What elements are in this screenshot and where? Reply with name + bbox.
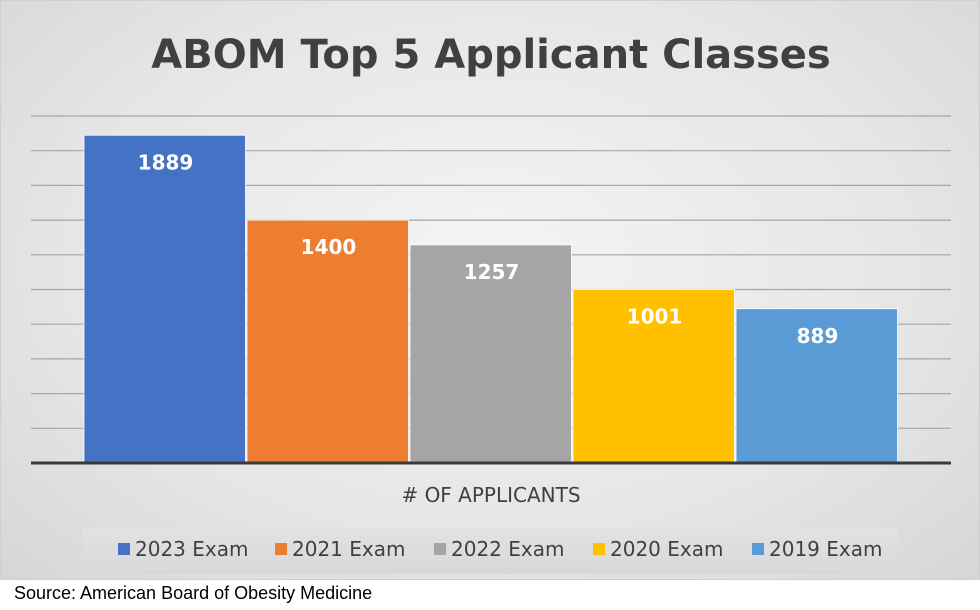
legend-swatch: [118, 543, 130, 555]
legend-swatch: [434, 543, 446, 555]
chart-title: ABOM Top 5 Applicant Classes: [151, 32, 830, 78]
legend-label: 2021 Exam: [292, 537, 405, 561]
legend-swatch: [752, 543, 764, 555]
data-label: 889: [797, 324, 839, 348]
legend-swatch: [275, 543, 287, 555]
bar-2023-exam: [83, 134, 246, 464]
bar-2021-exam: [246, 219, 409, 464]
legend-label: 2020 Exam: [610, 537, 723, 561]
data-label: 1257: [464, 260, 520, 284]
data-labels: 1889 1400 1257 1001 889: [138, 150, 839, 348]
bar-2019-exam: [735, 308, 898, 464]
legend: 2023 Exam 2021 Exam 2022 Exam 2020 Exam 2019…: [118, 537, 882, 561]
data-label: 1889: [138, 150, 194, 174]
bar-2022-exam: [409, 244, 572, 464]
legend-label: 2023 Exam: [135, 537, 248, 561]
data-label: 1400: [301, 235, 357, 259]
legend-label: 2022 Exam: [451, 537, 564, 561]
source-note: Source: American Board of Obesity Medici…: [14, 583, 373, 603]
bar-chart: ABOM Top 5 Applicant Classes 1889 1400 125…: [31, 32, 951, 574]
x-axis-label: # OF APPLICANTS: [401, 483, 580, 507]
legend-swatch: [593, 543, 605, 555]
legend-label: 2019 Exam: [769, 537, 882, 561]
data-label: 1001: [627, 304, 683, 328]
chart-area: ABOM Top 5 Applicant Classes 1889 1400 125…: [0, 0, 980, 580]
bars: [83, 134, 898, 464]
